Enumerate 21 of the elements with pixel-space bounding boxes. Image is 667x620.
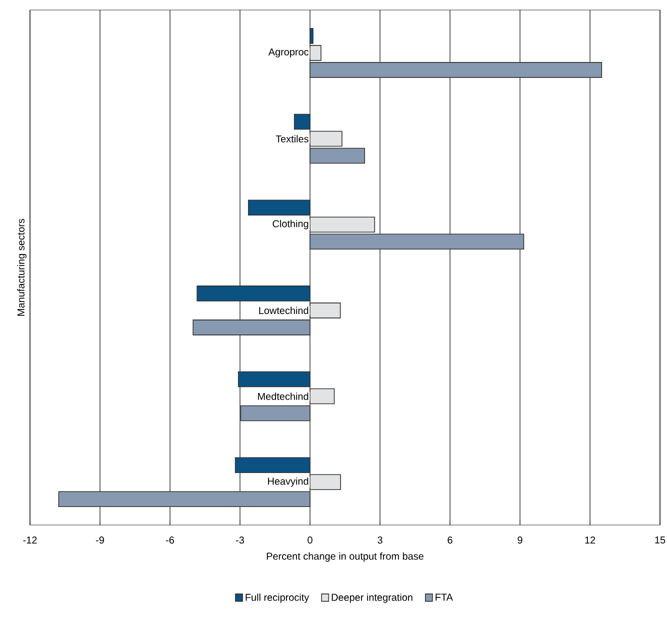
legend-label: Full reciprocity (246, 594, 310, 603)
x-tick-label: -9 (96, 536, 104, 544)
y-axis-title: Manufacturing sectors (17, 218, 26, 316)
x-tick-label: 12 (585, 536, 596, 544)
y-tick-label: Lowtechind (259, 306, 308, 314)
y-tick-label: Medtechind (258, 392, 308, 400)
y-tick-label: Heavyind (268, 477, 308, 487)
y-tick-label: Clothing (272, 220, 308, 230)
x-tick-label: -6 (166, 536, 174, 544)
x-tick-label: -12 (23, 536, 37, 544)
legend-label: Deeper integration (332, 594, 412, 603)
x-tick-label: 0 (308, 536, 312, 544)
legend-label: FTA (436, 594, 453, 601)
x-tick-label: 6 (448, 536, 452, 544)
y-tick-label: Textiles (276, 135, 308, 142)
x-tick-label: 15 (655, 536, 666, 544)
x-tick-label: 9 (518, 536, 522, 544)
x-tick-label: -3 (236, 536, 244, 544)
x-axis-title: Percent change in output from base (266, 552, 424, 562)
x-tick-label: 3 (378, 536, 382, 544)
y-tick-label: Agroproc (268, 48, 309, 58)
